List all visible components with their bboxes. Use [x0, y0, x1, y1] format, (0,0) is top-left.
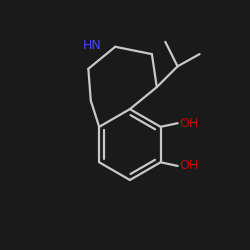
Text: OH: OH	[180, 160, 199, 172]
Text: OH: OH	[180, 117, 199, 130]
Text: HN: HN	[83, 39, 102, 52]
